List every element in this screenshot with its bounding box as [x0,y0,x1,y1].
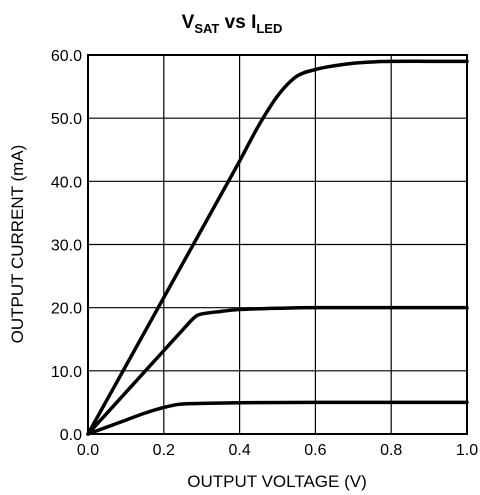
series-group [86,59,469,436]
y-tick-labels: 0.0 10.0 20.0 30.0 40.0 50.0 60.0 [51,48,82,444]
y-tick-label: 40.0 [51,174,82,191]
x-tick-label: 0.6 [304,442,326,459]
x-tick-label: 0.2 [153,442,175,459]
title-v-subscript: SAT [194,21,219,36]
y-tick-label: 20.0 [51,301,82,318]
x-tick-label: 0.0 [77,442,99,459]
series-line-1 [86,59,469,436]
x-tick-labels: 0.0 0.2 0.4 0.6 0.8 1.0 [77,442,478,459]
y-tick-label: 30.0 [51,238,82,255]
series-line-2 [86,305,469,436]
title-i: I [251,12,256,33]
title-i-subscript: LED [256,21,282,36]
x-tick-label: 0.4 [228,442,250,459]
x-axis-label: OUTPUT VOLTAGE (V) [187,472,366,491]
y-tick-label: 10.0 [51,364,82,381]
grid-lines [87,54,468,435]
y-axis-label: OUTPUT CURRENT (mA) [8,145,27,344]
series-line-3 [86,400,469,436]
title-mid: vs [219,12,251,33]
y-tick-label: 0.0 [60,427,82,444]
y-tick-label: 50.0 [51,111,82,128]
x-tick-label: 1.0 [456,442,478,459]
x-tick-label: 0.8 [380,442,402,459]
title-v: V [182,12,195,33]
plot-area-frame [87,54,468,435]
y-tick-label: 60.0 [51,48,82,65]
chart-title: VSAT vs ILED [182,12,283,36]
